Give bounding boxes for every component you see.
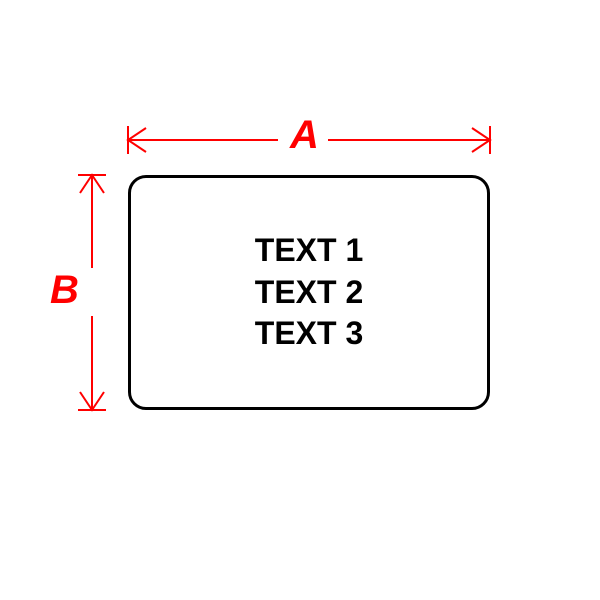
- label-text-line-3: TEXT 3: [255, 313, 363, 355]
- label-text-line-1: TEXT 1: [255, 230, 363, 272]
- dimension-b-label: B: [50, 268, 79, 313]
- label-text-line-2: TEXT 2: [255, 272, 363, 314]
- label-rectangle: TEXT 1 TEXT 2 TEXT 3: [128, 175, 490, 410]
- label-dimension-diagram: A B TEXT 1 TEXT 2 TEXT 3: [0, 0, 600, 600]
